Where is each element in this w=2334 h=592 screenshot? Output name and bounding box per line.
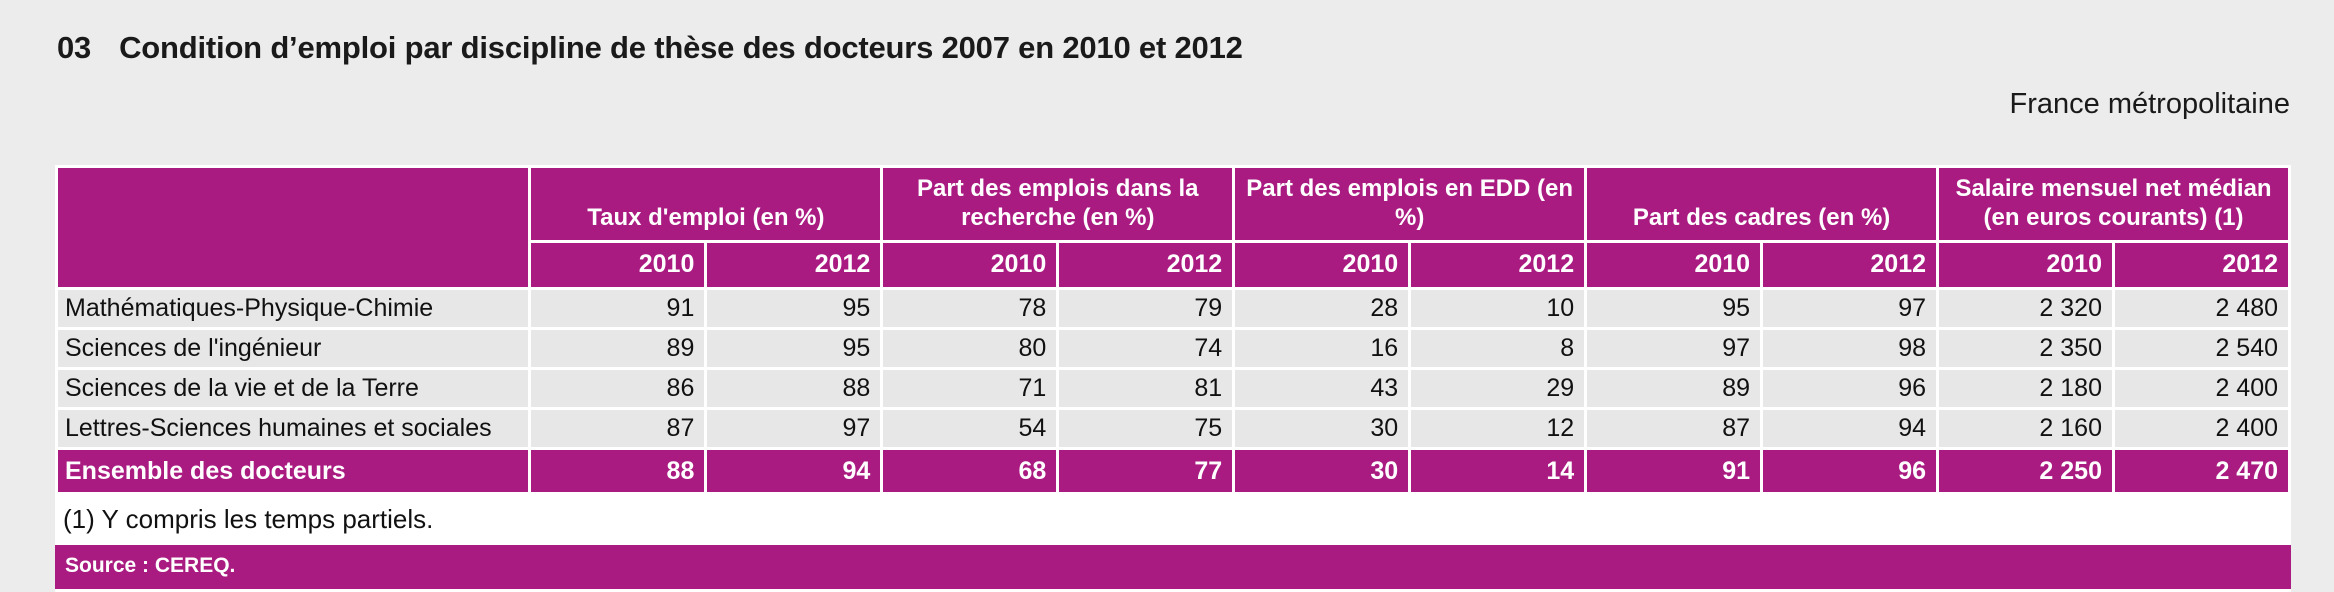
group-header-salaire-median: Salaire mensuel net médian (en euros cou… [1936, 165, 2291, 243]
table-container: Taux d'emploi (en %) Part des emplois da… [54, 165, 2292, 592]
table-cell: 2 160 [1936, 407, 2115, 450]
table-cell: 97 [704, 407, 884, 450]
table-cell: 54 [880, 407, 1060, 450]
table-cell: 95 [1584, 287, 1764, 330]
table-cell: 2 250 [1936, 447, 2115, 495]
year-header: 2010 [528, 240, 708, 290]
group-header-row: Taux d'emploi (en %) Part des emplois da… [54, 165, 2291, 290]
corner-cell [54, 165, 532, 290]
table-cell: 89 [1584, 367, 1764, 410]
table-row: Sciences de l'ingénieur 89 95 80 74 16 8… [54, 327, 2292, 370]
table-cell: 98 [1760, 327, 1940, 370]
table-cell: 2 350 [1936, 327, 2115, 370]
title-text: Condition d’emploi par discipline de thè… [119, 30, 1243, 65]
year-header: 2010 [1584, 240, 1764, 290]
table-cell: 2 480 [2111, 287, 2292, 330]
table-cell: 74 [1056, 327, 1236, 370]
table-cell: 8 [1408, 327, 1588, 370]
year-header: 2010 [1232, 240, 1412, 290]
row-label: Lettres-Sciences humaines et sociales [54, 407, 532, 450]
row-label: Sciences de l'ingénieur [54, 327, 532, 370]
year-header-row: 2010 2012 2010 2012 2010 2012 2010 2012 … [57, 240, 2292, 290]
table-cell: 81 [1056, 367, 1236, 410]
year-header: 2012 [1408, 240, 1588, 290]
footnote: (1) Y compris les temps partiels. [55, 495, 2291, 545]
table-row: Sciences de la vie et de la Terre 86 88 … [54, 367, 2292, 410]
group-header-part-cadres: Part des cadres (en %) [1584, 165, 1940, 243]
table-cell: 30 [1232, 447, 1412, 495]
table-cell: 29 [1408, 367, 1588, 410]
table-cell: 75 [1056, 407, 1236, 450]
source-label: Source : CEREQ. [55, 545, 2291, 592]
page: 03 Condition d’emploi par discipline de t… [54, 30, 2292, 592]
table-cell: 86 [528, 367, 708, 410]
title-number: 03 [57, 30, 92, 65]
table-cell: 87 [1584, 407, 1764, 450]
table-cell: 16 [1232, 327, 1412, 370]
table-row: Lettres-Sciences humaines et sociales 87… [54, 407, 2292, 450]
table-cell: 97 [1760, 287, 1940, 330]
table-header: Taux d'emploi (en %) Part des emplois da… [54, 165, 2292, 290]
table-cell: 2 470 [2111, 447, 2292, 495]
table-cell: 95 [704, 287, 884, 330]
table-cell: 12 [1408, 407, 1588, 450]
table-cell: 89 [528, 327, 708, 370]
group-header-part-edd: Part des emplois en EDD (en %) [1232, 165, 1588, 243]
table-cell: 96 [1760, 367, 1940, 410]
page-title: 03 Condition d’emploi par discipline de t… [57, 30, 1243, 66]
year-header: 2010 [1936, 240, 2115, 290]
table-cell: 2 400 [2111, 367, 2292, 410]
year-header: 2012 [704, 240, 884, 290]
table-cell: 88 [528, 447, 708, 495]
table-cell: 2 540 [2111, 327, 2292, 370]
table-cell: 10 [1408, 287, 1588, 330]
row-label: Mathématiques-Physique-Chimie [54, 287, 532, 330]
table-cell: 2 400 [2111, 407, 2292, 450]
table-cell: 94 [704, 447, 884, 495]
total-row-label: Ensemble des docteurs [54, 447, 532, 495]
table-cell: 87 [528, 407, 708, 450]
year-header: 2012 [1056, 240, 1236, 290]
table-cell: 95 [704, 327, 884, 370]
table-cell: 2 320 [1936, 287, 2115, 330]
table-cell: 91 [528, 287, 708, 330]
region-label: France métropolitaine [2009, 88, 2290, 120]
row-label: Sciences de la vie et de la Terre [54, 367, 532, 410]
table-cell: 96 [1760, 447, 1940, 495]
table-row: Mathématiques-Physique-Chimie 91 95 78 7… [54, 287, 2292, 330]
year-header: 2010 [880, 240, 1060, 290]
group-header-taux-emploi: Taux d'emploi (en %) [528, 165, 884, 243]
table-cell: 77 [1056, 447, 1236, 495]
table-cell: 88 [704, 367, 884, 410]
table-cell: 78 [880, 287, 1060, 330]
table-cell: 80 [880, 327, 1060, 370]
group-header-part-recherche: Part des emplois dans la recherche (en %… [880, 165, 1236, 243]
total-row: Ensemble des docteurs 88 94 68 77 30 14 … [54, 447, 2292, 495]
year-header: 2012 [2111, 240, 2292, 290]
data-table: Taux d'emploi (en %) Part des emplois da… [54, 165, 2292, 495]
table-cell: 68 [880, 447, 1060, 495]
table-cell: 91 [1584, 447, 1764, 495]
table-cell: 14 [1408, 447, 1588, 495]
table-cell: 97 [1584, 327, 1764, 370]
table-cell: 79 [1056, 287, 1236, 330]
table-body: Mathématiques-Physique-Chimie 91 95 78 7… [54, 287, 2292, 495]
year-header: 2012 [1760, 240, 1940, 290]
table-cell: 30 [1232, 407, 1412, 450]
table-cell: 2 180 [1936, 367, 2115, 410]
table-cell: 94 [1760, 407, 1940, 450]
table-cell: 43 [1232, 367, 1412, 410]
table-cell: 71 [880, 367, 1060, 410]
table-cell: 28 [1232, 287, 1412, 330]
